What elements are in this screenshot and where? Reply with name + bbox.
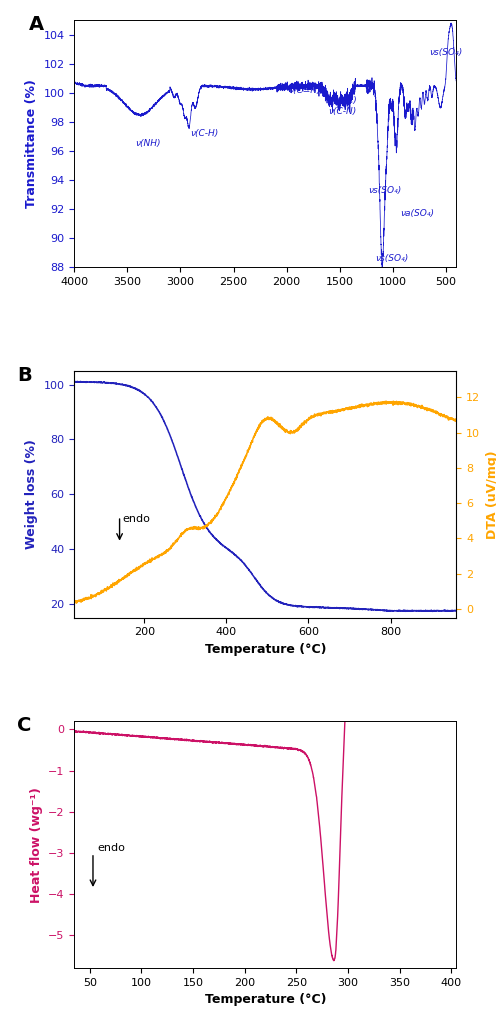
Y-axis label: Weight loss (%): Weight loss (%) (25, 439, 38, 549)
Text: ν(NH): ν(NH) (135, 140, 160, 149)
X-axis label: Temperature (°C): Temperature (°C) (205, 643, 326, 656)
Y-axis label: Heat flow (wg⁻¹): Heat flow (wg⁻¹) (30, 787, 43, 903)
Text: ν(C=N): ν(C=N) (288, 86, 321, 95)
Text: ν(C-C)
ν(C-N): ν(C-C) ν(C-N) (329, 97, 357, 116)
Text: νs(SO₄): νs(SO₄) (375, 254, 408, 263)
X-axis label: Temperature (°C): Temperature (°C) (205, 994, 326, 1007)
Text: endo: endo (97, 843, 125, 853)
Y-axis label: Transmittance (%): Transmittance (%) (25, 79, 38, 208)
Text: νs(SO₄): νs(SO₄) (369, 185, 402, 195)
Text: C: C (17, 716, 31, 736)
Text: νs(SO₄): νs(SO₄) (430, 48, 463, 57)
Text: endo: endo (123, 514, 151, 524)
Y-axis label: DTA (uV/mg): DTA (uV/mg) (486, 450, 496, 538)
Text: B: B (17, 366, 32, 385)
Text: ν(C-H): ν(C-H) (189, 129, 218, 139)
Text: νa(SO₄): νa(SO₄) (400, 209, 434, 218)
Text: A: A (29, 15, 44, 35)
